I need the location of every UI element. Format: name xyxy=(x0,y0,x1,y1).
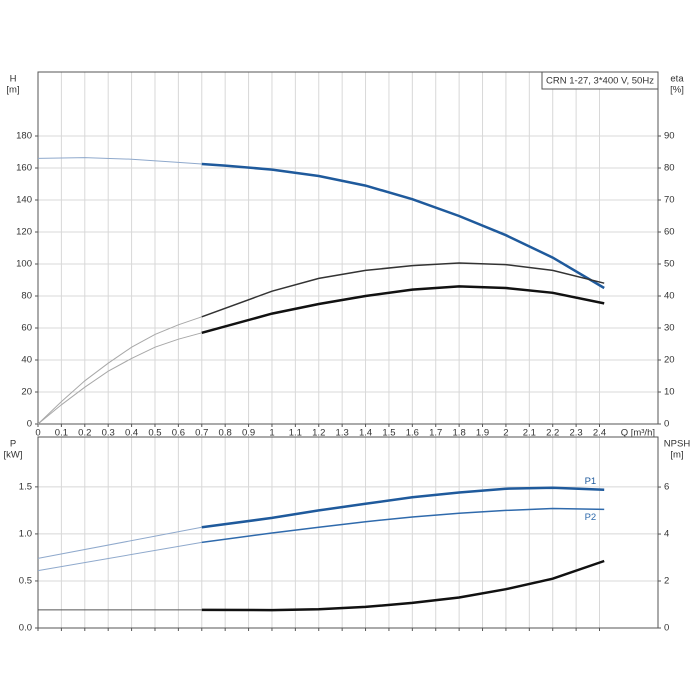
x-tick-label: 1 xyxy=(269,428,274,439)
x-tick-label: 1.7 xyxy=(429,428,442,439)
curve xyxy=(37,157,202,165)
curve xyxy=(37,332,202,425)
y-tick-label: 0.5 xyxy=(19,575,32,586)
y2-axis-label: eta xyxy=(670,74,684,85)
x-tick-label: 2.3 xyxy=(570,428,583,439)
curve xyxy=(201,559,605,612)
curve xyxy=(37,316,202,425)
y2-tick-label: 6 xyxy=(664,482,669,493)
x-tick-label: 0.5 xyxy=(148,428,161,439)
y-axis-label: P xyxy=(10,439,16,450)
x-tick-label: 1.6 xyxy=(406,428,419,439)
y2-tick-label: 20 xyxy=(664,355,675,366)
y-tick-label: 80 xyxy=(21,291,32,302)
y-tick-label: 140 xyxy=(16,195,32,206)
x-tick-label: 2.4 xyxy=(593,428,606,439)
x-tick-label: 1.4 xyxy=(359,428,372,439)
curve xyxy=(201,162,605,290)
y-tick-label: 160 xyxy=(16,163,32,174)
y2-tick-label: 90 xyxy=(664,131,675,142)
y2-tick-label: 50 xyxy=(664,259,675,270)
x-tick-label: 0.1 xyxy=(55,428,68,439)
y2-tick-label: 10 xyxy=(664,387,675,398)
title-box xyxy=(541,71,659,90)
y2-tick-label: 80 xyxy=(664,163,675,174)
chart-title: CRN 1-27, 3*400 V, 50Hz xyxy=(546,76,654,87)
x-tick-label: 0.7 xyxy=(195,428,208,439)
x-tick-label: 0.3 xyxy=(102,428,115,439)
y-axis-unit: [m] xyxy=(6,85,19,96)
curve xyxy=(37,526,202,559)
curve xyxy=(201,285,605,335)
x-tick-label: 0.4 xyxy=(125,428,138,439)
y-tick-label: 100 xyxy=(16,259,32,270)
x-tick-label: 2.1 xyxy=(523,428,536,439)
y2-tick-label: 60 xyxy=(664,227,675,238)
y2-tick-label: 4 xyxy=(664,529,669,540)
series-label: P1 xyxy=(585,476,597,487)
x-tick-label: 1.3 xyxy=(336,428,349,439)
curve xyxy=(201,507,605,544)
y2-axis-unit: [%] xyxy=(670,85,684,96)
x-tick-label: 0.2 xyxy=(78,428,91,439)
x-tick-label: 1.9 xyxy=(476,428,489,439)
y-tick-label: 0.0 xyxy=(19,623,32,634)
y-tick-label: 20 xyxy=(21,387,32,398)
plot-frame xyxy=(37,436,659,629)
x-tick-label: 0 xyxy=(35,428,40,439)
plot-frame xyxy=(37,71,659,425)
x-tick-label: 0.6 xyxy=(172,428,185,439)
y2-axis-unit: [m] xyxy=(670,450,683,461)
y2-tick-label: 30 xyxy=(664,323,675,334)
x-axis-label: Q [m³/h] xyxy=(621,428,655,439)
y-axis-label: H xyxy=(10,74,17,85)
x-tick-label: 1.2 xyxy=(312,428,325,439)
curve xyxy=(201,262,605,318)
x-tick-label: 1.5 xyxy=(382,428,395,439)
x-tick-label: 2 xyxy=(503,428,508,439)
y2-axis-label: NPSH xyxy=(664,439,691,450)
y2-tick-label: 40 xyxy=(664,291,675,302)
y-tick-label: 180 xyxy=(16,131,32,142)
y2-tick-label: 70 xyxy=(664,195,675,206)
series-label: P2 xyxy=(585,512,597,523)
y-axis-unit: [kW] xyxy=(4,450,23,461)
y-tick-label: 60 xyxy=(21,323,32,334)
x-tick-label: 0.8 xyxy=(219,428,232,439)
x-tick-label: 0.9 xyxy=(242,428,255,439)
y2-tick-label: 0 xyxy=(664,623,669,634)
y-tick-label: 1.5 xyxy=(19,481,32,492)
curve xyxy=(37,541,202,572)
y-tick-label: 40 xyxy=(21,355,32,366)
y2-tick-label: 0 xyxy=(664,419,669,430)
y-tick-label: 0 xyxy=(27,419,32,430)
x-tick-label: 1.8 xyxy=(453,428,466,439)
y2-tick-label: 2 xyxy=(664,576,669,587)
y-tick-label: 1.0 xyxy=(19,528,32,539)
y-tick-label: 120 xyxy=(16,227,32,238)
curve xyxy=(201,486,605,529)
x-tick-label: 1.1 xyxy=(289,428,302,439)
x-tick-label: 2.2 xyxy=(546,428,559,439)
